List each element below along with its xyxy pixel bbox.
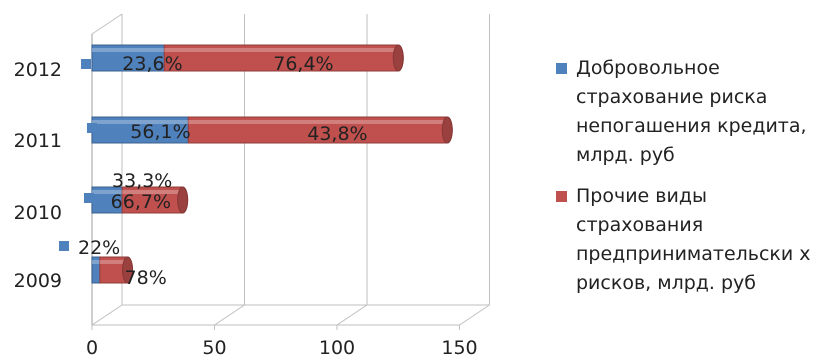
gridline-floor [336, 304, 368, 326]
legend-swatch-series-2 [556, 191, 567, 202]
legend-item-series-1: Добровольное страхование риска непогашен… [556, 54, 824, 170]
data-label: 66,7% [111, 191, 171, 213]
y-category-label: 2009 [14, 270, 62, 292]
data-label-marker [59, 241, 69, 251]
chart-bars [91, 44, 453, 284]
chart-legend: Добровольное страхование риска непогашен… [556, 54, 824, 310]
bar-2010-series-2 [121, 186, 189, 214]
chart-axes: 0 50 100 150 2012 2011 2010 2009 [14, 34, 478, 358]
bar-highlight [99, 260, 128, 264]
legend-swatch-series-1 [556, 63, 567, 74]
data-label: 33,3% [112, 170, 172, 192]
bar-2012-series-2 [163, 44, 404, 72]
bar-highlight [92, 190, 123, 194]
gridline-floor [459, 304, 490, 326]
bar-highlight [188, 120, 448, 124]
data-label: 76,4% [273, 53, 333, 75]
gridline-floor [91, 304, 123, 326]
bar-highlight [164, 48, 399, 52]
data-label: 43,8% [307, 123, 367, 145]
bar-end-cap [177, 186, 189, 214]
bar-end-cap [122, 256, 134, 284]
bar-highlight [92, 120, 189, 124]
bar-2011-series-2 [187, 116, 453, 144]
y-category-label: 2012 [14, 59, 62, 81]
y-category-label: 2010 [14, 202, 62, 224]
bar-highlight [92, 48, 165, 52]
legend-label-series-2: Прочие виды страхования предпринимательс… [576, 185, 811, 294]
x-tick-label: 100 [319, 337, 355, 358]
data-label: 56,1% [130, 121, 190, 143]
data-label: 22% [78, 237, 120, 259]
data-label-marker [87, 123, 97, 133]
bar-highlight [92, 260, 100, 264]
x-tick-label: 150 [441, 337, 477, 358]
chart-data-labels: 23,6% 76,4% 56,1% 43,8% 33,3%66,7% 22%78% [59, 53, 368, 289]
data-label-marker [84, 193, 94, 203]
data-label-marker [81, 59, 91, 69]
bar-highlight [122, 190, 183, 194]
legend-item-series-2: Прочие виды страхования предпринимательс… [556, 182, 824, 298]
x-tick-label: 50 [202, 337, 226, 358]
bar-end-cap [441, 116, 453, 144]
legend-label-series-1: Добровольное страхование риска непогашен… [576, 57, 807, 166]
bar-2009-series-2 [99, 256, 134, 284]
data-label: 23,6% [122, 53, 182, 75]
gridline-floor [214, 304, 245, 326]
data-label: 78% [125, 267, 167, 289]
y-category-label: 2011 [14, 130, 62, 152]
x-tick-label: 0 [86, 337, 98, 358]
bar-end-cap [392, 44, 404, 72]
side-wall-top [91, 13, 123, 35]
